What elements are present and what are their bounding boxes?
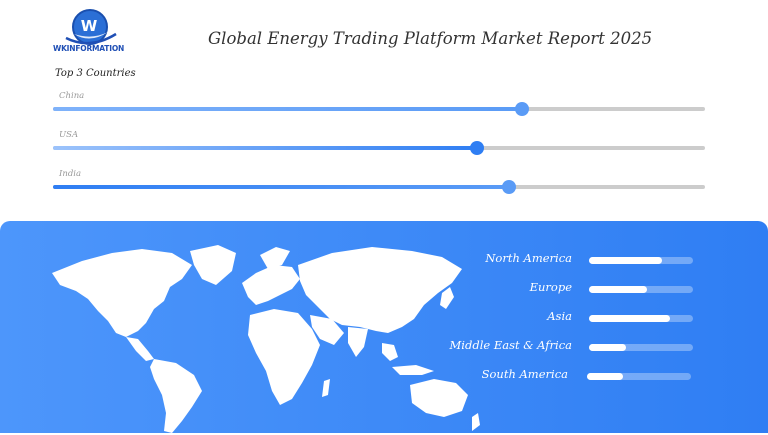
- page-title: Global Energy Trading Platform Market Re…: [208, 29, 653, 48]
- country-row-india: India: [53, 169, 705, 195]
- country-knob: [502, 180, 517, 194]
- country-track: [53, 180, 705, 194]
- country-label: India: [59, 169, 82, 179]
- regional-panel: North America Europe Asia Middle East & …: [0, 221, 768, 433]
- region-row-asia: Asia: [0, 309, 768, 327]
- region-label: Middle East & Africa: [449, 338, 572, 352]
- brand-name: WKINFORMATION: [53, 44, 125, 53]
- country-track: [53, 141, 705, 155]
- region-label: South America: [481, 367, 568, 381]
- svg-text:W: W: [81, 17, 98, 35]
- country-bar-fill: [53, 107, 523, 111]
- region-label: Asia: [547, 309, 572, 323]
- region-label: Europe: [529, 280, 572, 294]
- logo-letter-icon: W: [81, 17, 98, 35]
- world-map-icon: [52, 245, 480, 433]
- region-track: [589, 257, 693, 264]
- country-knob: [515, 102, 530, 116]
- region-bar-fill: [587, 373, 624, 380]
- region-row-europe: Europe: [0, 280, 768, 298]
- region-row-north-america: North America: [0, 251, 768, 269]
- country-bar-fill: [53, 146, 477, 150]
- region-bar-fill: [589, 315, 671, 322]
- region-track: [589, 315, 693, 322]
- region-track: [589, 344, 693, 351]
- region-label: North America: [485, 251, 572, 265]
- country-label: USA: [59, 130, 79, 140]
- region-track: [587, 373, 691, 380]
- region-row-south-america: South America: [0, 367, 768, 385]
- country-track: [53, 102, 705, 116]
- country-row-usa: USA: [53, 130, 705, 156]
- logo-globe-icon: [65, 9, 117, 45]
- region-bar-fill: [589, 286, 648, 293]
- top-countries-heading: Top 3 Countries: [55, 68, 136, 79]
- country-row-china: China: [53, 91, 705, 117]
- region-bar-fill: [589, 344, 627, 351]
- region-bar-fill: [589, 257, 662, 264]
- country-label: China: [59, 91, 85, 101]
- country-knob: [469, 141, 484, 155]
- country-bar-fill: [53, 185, 510, 189]
- region-track: [589, 286, 693, 293]
- region-row-middle-east-africa: Middle East & Africa: [0, 338, 768, 356]
